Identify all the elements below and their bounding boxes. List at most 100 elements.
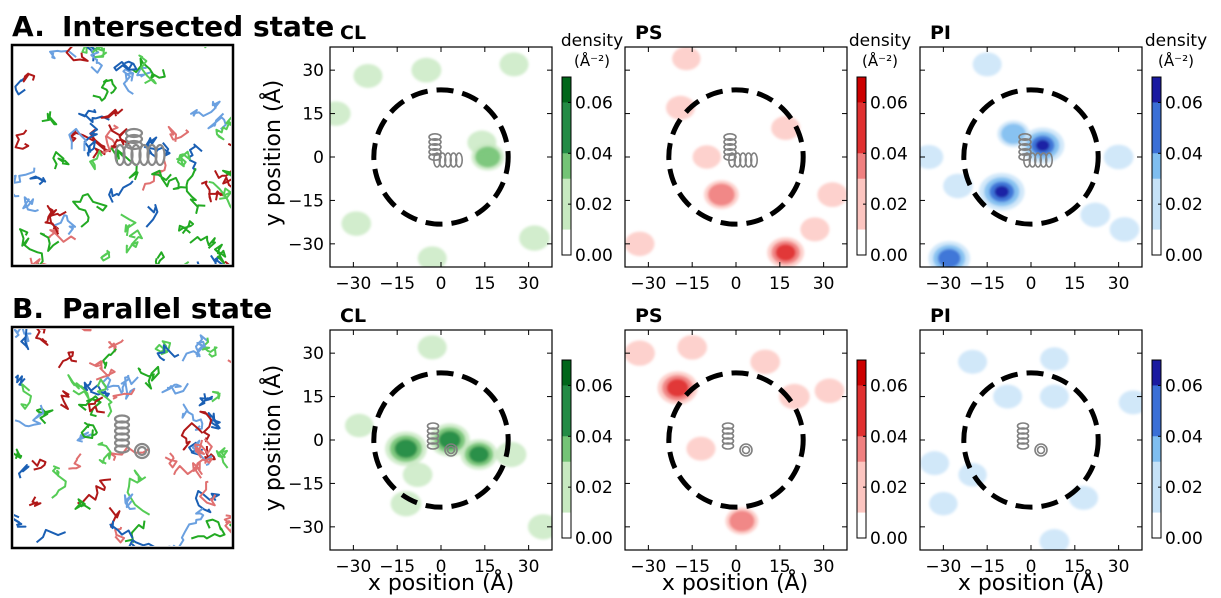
density-map-b-pi: PI −30 −15 0 15 30 0.06 0.04 0.02 0.00 [919,305,1203,577]
lipid-chain [123,493,136,510]
lipid-chain [112,388,136,400]
x-tick-label: −15 [969,557,1005,577]
lipid-chain [14,448,23,459]
x-tick-label: 0 [436,274,447,294]
colorbar-ps: 0.06 0.04 0.02 0.00 [856,359,908,549]
cutoff-ring [666,370,806,510]
map-title: CL [340,305,366,327]
lipid-chain [137,365,160,390]
density-blob [775,244,796,261]
colorbar-tick-label: 0.04 [1165,144,1203,164]
colorbar-segment [1152,127,1161,154]
colorbar-tick-label: 0.06 [575,93,613,113]
colorbar-segment [1152,77,1161,103]
lipid-chain [14,404,45,428]
colorbar-cl: 0.06 0.04 0.02 0.00 [561,76,613,266]
colorbar-segment [1152,436,1161,463]
lipid-chain [167,125,190,142]
lipid-chain [113,60,138,72]
colorbar-tick-label: 0.00 [575,529,613,549]
x-tick-label: 30 [1108,274,1130,294]
lipid-chain [210,254,224,264]
y-tick-label: −30 [288,518,324,538]
lipid-chain [138,54,157,85]
cutoff-ring [371,370,511,510]
density-blob [353,63,383,88]
density-blob [677,335,708,360]
density-blob [937,248,961,267]
colorbar-segment [562,487,571,514]
x-tick-label: 15 [1064,557,1086,577]
colorbar-tick-label: 0.06 [870,376,908,396]
lipid-chain [29,175,47,186]
density-blob [468,446,490,463]
x-tick-label: 30 [1108,557,1130,577]
lipid-chain [19,228,44,264]
colorbar-title-ps: density [849,31,911,51]
colorbar-tick-label: 0.04 [575,144,613,164]
y-tick-label: 30 [302,61,324,81]
colorbar-heading-pi: density (Å⁻²) [1145,31,1207,70]
lipid-chain [151,169,188,190]
lipid-chain [92,78,117,102]
cutoff-ring [961,370,1101,510]
density-map-b-ps: PS −30 −15 0 15 30 0.06 0.04 0.02 0.00 [624,305,908,577]
density-blob [994,185,1010,198]
colorbar-unit-cl: (Å⁻²) [574,51,610,70]
density-blob [750,349,781,375]
x-tick-label: −15 [674,557,710,577]
colorbar-heading-cl: density (Å⁻²) [561,31,623,70]
x-tick-label: −30 [335,274,371,294]
colorbar-segment [562,178,571,205]
density-blob [1040,347,1069,371]
colorbar-segment [857,102,866,129]
lipid-chain [108,124,130,149]
colorbar-tick-label: 0.04 [870,144,908,164]
x-tick-label: 15 [769,274,791,294]
density-blob [1080,202,1111,228]
colorbar-pi: 0.06 0.04 0.02 0.00 [1151,76,1203,266]
colorbar-heading-ps: density (Å⁻²) [849,31,911,70]
density-blob [495,441,527,468]
density-map-b-cl: CL −30 −15 0 15 30 30 15 0 −15 −30 0.06 0.04 0.02 0.00 [288,305,613,577]
lipid-chain [22,196,39,213]
lipid-chain [198,393,214,407]
lipid-chain [125,229,143,254]
colorbar-tick-label: 0.00 [575,246,613,266]
density-blob [672,47,701,71]
lipid-chain [126,469,151,516]
lipid-chain [122,68,135,95]
lipid-chain [89,150,103,171]
lipid-chain [18,464,30,479]
lipid-chain [29,257,47,264]
density-blob [1039,529,1070,550]
colorbar-segment [562,436,571,463]
x-axis-label-ps: x position (Å) [662,569,808,596]
lipid-chain [215,447,229,469]
y-tick-label: 15 [302,388,324,408]
colorbar-segment [562,77,571,103]
panel-b-title: Parallel state [62,292,272,325]
colorbar-tick-label: 0.04 [870,427,908,447]
density-blob [665,95,696,120]
density-blob [666,378,689,397]
colorbar-segment [857,461,866,488]
density-blob [330,101,351,126]
density-blob [817,182,847,208]
lipid-chain [59,390,70,410]
density-blob [800,217,830,242]
colorbar-segment [562,204,571,231]
density-blob [1109,217,1140,242]
lipid-chain [164,452,178,469]
density-blob [707,183,735,206]
lipid-chain [181,403,204,431]
colorbar-segment [562,360,571,386]
x-tick-label: 15 [769,557,791,577]
density-blob [686,436,716,461]
cutoff-ring [961,87,1101,227]
lipid-chain [80,422,98,439]
helix-icon [426,422,458,457]
colorbar-tick-label: 0.06 [870,93,908,113]
lipid-chain [72,193,108,228]
colorbar-segment [562,385,571,412]
